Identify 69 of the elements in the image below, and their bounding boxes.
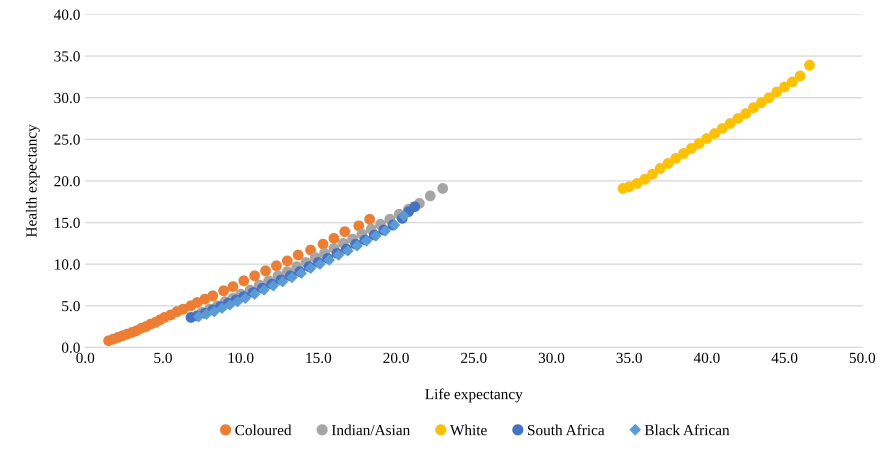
y-tick-label: 10.0 bbox=[55, 259, 80, 270]
x-tick-label: 25.0 bbox=[461, 352, 487, 364]
point bbox=[282, 255, 293, 266]
point bbox=[740, 108, 752, 119]
point bbox=[271, 260, 282, 272]
point bbox=[771, 86, 782, 98]
y-tick-label: 15.0 bbox=[55, 218, 80, 228]
x-tick-label: 40.0 bbox=[694, 352, 720, 364]
x-tick-label: 0.0 bbox=[76, 352, 94, 364]
x-tick-label: 35.0 bbox=[616, 352, 642, 364]
point bbox=[409, 201, 420, 212]
point bbox=[702, 133, 712, 144]
point bbox=[339, 226, 350, 238]
point bbox=[694, 138, 704, 149]
point bbox=[353, 220, 364, 232]
point bbox=[240, 292, 252, 304]
legend-label: Black African bbox=[644, 424, 730, 436]
point bbox=[424, 190, 436, 202]
point bbox=[686, 143, 697, 154]
y-tick-label: 40.0 bbox=[54, 10, 80, 20]
point bbox=[228, 281, 238, 292]
legend-label: Indian/Asian bbox=[332, 424, 410, 436]
y-tick-label: 35.0 bbox=[54, 51, 80, 62]
x-tick-label: 20.0 bbox=[383, 352, 409, 364]
x-axis-title: Life expectancy bbox=[425, 388, 523, 402]
point bbox=[779, 81, 790, 92]
point bbox=[238, 275, 250, 286]
x-tick-label: 50.0 bbox=[850, 352, 876, 364]
point bbox=[764, 92, 774, 104]
point bbox=[748, 102, 759, 114]
point bbox=[794, 70, 806, 82]
point bbox=[717, 123, 728, 134]
point bbox=[398, 210, 410, 222]
y-tick-label: 5.0 bbox=[62, 300, 80, 312]
point bbox=[207, 290, 218, 302]
y-tick-label: 0.0 bbox=[62, 342, 80, 353]
x-tick-label: 45.0 bbox=[772, 352, 798, 364]
point bbox=[678, 148, 689, 159]
y-tick-label: 20.0 bbox=[54, 176, 80, 186]
y-tick-label: 25.0 bbox=[54, 134, 80, 145]
point bbox=[756, 97, 767, 108]
point bbox=[364, 214, 376, 225]
point bbox=[218, 285, 229, 296]
x-tick-label: 30.0 bbox=[538, 352, 564, 364]
y-axis-title: Health expectancy bbox=[26, 124, 40, 238]
x-tick-label: 15.0 bbox=[306, 352, 332, 364]
point bbox=[249, 270, 260, 282]
point bbox=[709, 128, 720, 139]
point bbox=[292, 250, 304, 260]
point bbox=[647, 168, 658, 180]
legend-label: White bbox=[450, 424, 487, 436]
point bbox=[670, 153, 682, 164]
point bbox=[732, 113, 744, 124]
point bbox=[662, 158, 674, 169]
point bbox=[318, 238, 328, 250]
legend-label: South Africa bbox=[528, 424, 604, 436]
point bbox=[260, 265, 271, 276]
point bbox=[786, 76, 798, 88]
x-tick-label: 5.0 bbox=[154, 352, 172, 364]
point bbox=[639, 174, 650, 185]
point bbox=[328, 232, 340, 244]
point bbox=[804, 60, 815, 71]
legend-label: Coloured bbox=[235, 424, 292, 436]
x-tick-label: 10.0 bbox=[228, 352, 254, 364]
point bbox=[437, 183, 448, 194]
point bbox=[654, 163, 666, 174]
point bbox=[632, 178, 642, 189]
point bbox=[724, 118, 736, 129]
y-tick-label: 30.0 bbox=[54, 92, 80, 104]
